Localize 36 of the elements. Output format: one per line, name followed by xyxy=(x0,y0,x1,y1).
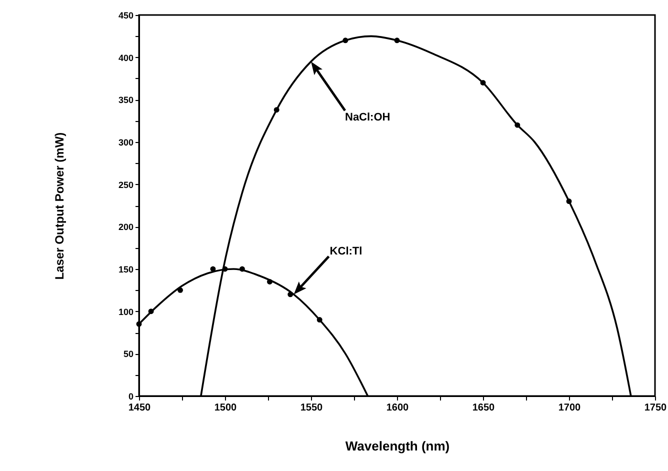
y-tick-label: 100 xyxy=(118,306,134,317)
y-tick-label: 250 xyxy=(118,180,134,190)
x-tick-label: 1450 xyxy=(128,402,152,414)
x-tick-label: 1600 xyxy=(386,402,410,414)
point xyxy=(210,266,216,272)
point xyxy=(239,266,245,272)
x-axis-title: Wavelength (nm) xyxy=(345,438,450,454)
point xyxy=(566,198,572,204)
point xyxy=(136,321,142,327)
point xyxy=(316,317,322,323)
annotation: KCl:Tl xyxy=(330,245,362,258)
x-tick-label: 1750 xyxy=(644,402,668,414)
y-tick-label: 350 xyxy=(118,95,134,106)
y-tick-label: 400 xyxy=(118,52,134,63)
point xyxy=(288,292,294,298)
annotation: NaCl:OH xyxy=(345,112,390,124)
y-tick-label: 50 xyxy=(123,349,134,360)
point xyxy=(148,308,154,314)
point xyxy=(480,80,486,86)
y-tick-label: 450 xyxy=(118,10,134,20)
point xyxy=(342,38,348,44)
y-tick-label: 0 xyxy=(128,392,134,402)
x-tick-label: 1500 xyxy=(214,402,238,414)
point xyxy=(266,278,272,284)
y-tick-label: 200 xyxy=(118,222,134,232)
y-tick-label: 150 xyxy=(118,264,134,274)
point xyxy=(514,122,520,128)
point xyxy=(222,266,228,272)
point xyxy=(274,107,280,113)
y-tick-label: 300 xyxy=(118,138,134,148)
x-tick-label: 1650 xyxy=(472,402,496,414)
x-tick-label: 1550 xyxy=(300,402,324,414)
x-tick-label: 1700 xyxy=(558,402,582,414)
point xyxy=(394,38,400,44)
point xyxy=(178,287,184,293)
y-axis-title: Laser Output Power (mW) xyxy=(52,132,66,280)
